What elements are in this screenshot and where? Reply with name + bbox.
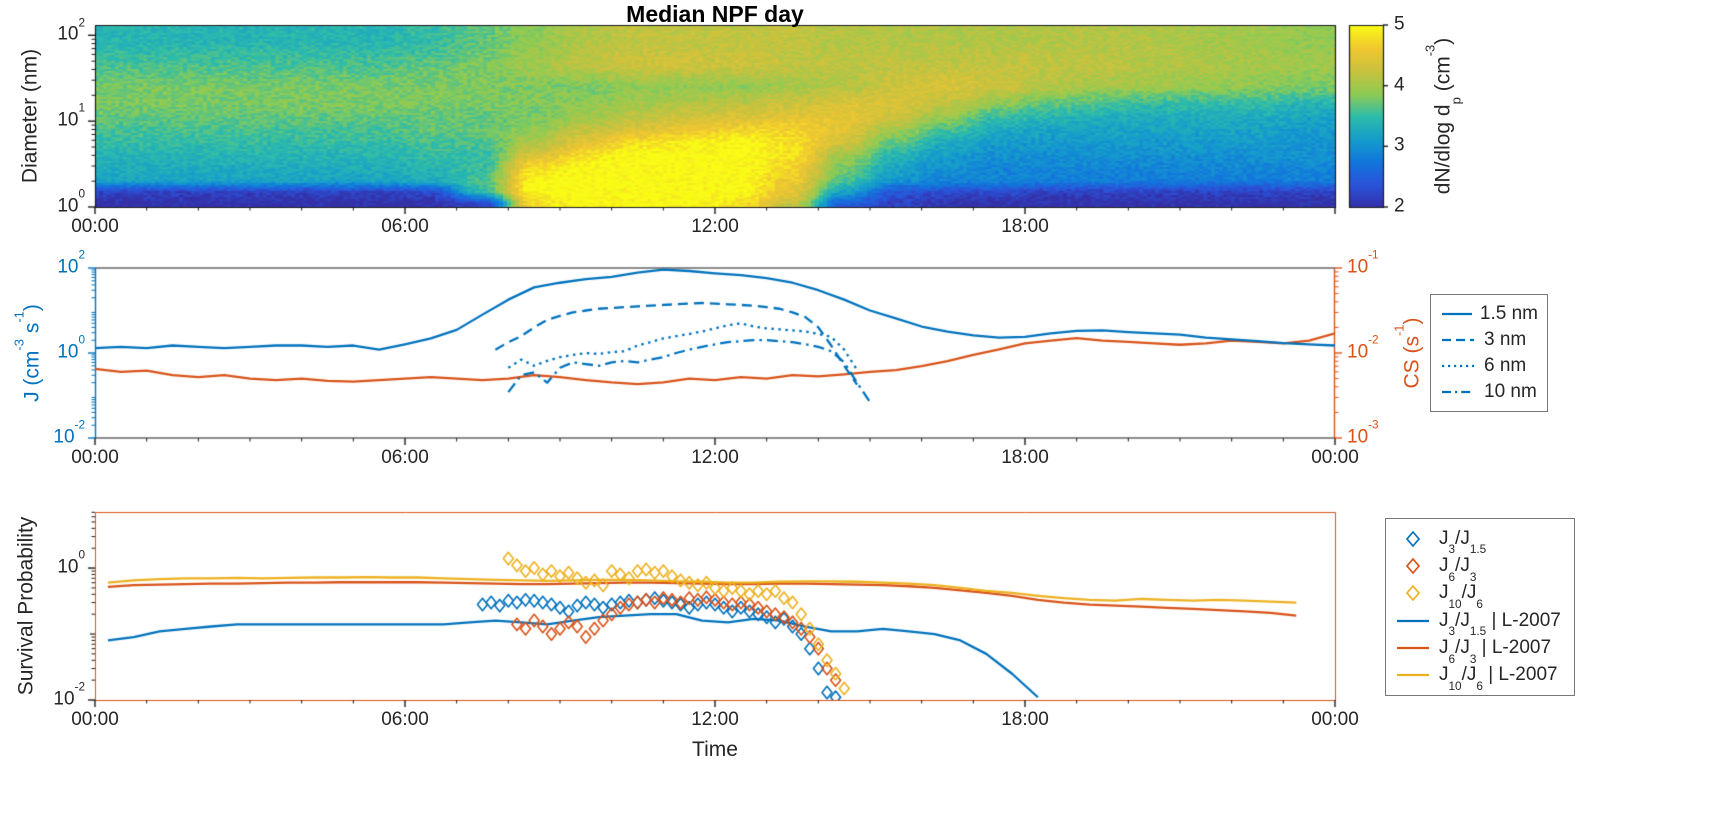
- legend-line-sample: [1397, 619, 1429, 622]
- legend-entry-label: 1.5 nm: [1479, 303, 1538, 324]
- legend-line-sample: [1397, 646, 1429, 650]
- legend-entry-label: J10/J6 | L-2007: [1439, 664, 1558, 694]
- legend-entry: J3/J1.5 | L-2007: [1395, 609, 1565, 639]
- bottom-legend: J3/J1.5 J6/J3 J10/J6 J3/J1.5 | L-2007 J6/J3 …: [1385, 518, 1575, 696]
- legend-entry-label: J3/J1.5: [1439, 527, 1487, 557]
- legend-entry-label: J3/J1.5 | L-2007: [1439, 609, 1561, 639]
- legend-entry: J6/J3 | L-2007: [1395, 636, 1565, 666]
- legend-line-sample: [1442, 364, 1474, 368]
- legend-entry: J6/J3: [1395, 554, 1565, 584]
- legend-line-sample: [1442, 390, 1474, 394]
- legend-entry: 6 nm: [1440, 355, 1538, 377]
- legend-entry: 3 nm: [1440, 329, 1538, 351]
- legend-line-sample: [1397, 674, 1429, 677]
- legend-entry: J10/J6 | L-2007: [1395, 664, 1565, 694]
- legend-entry-label: J10/J6: [1439, 582, 1483, 612]
- legend-line-sample: [1442, 338, 1474, 342]
- legend-entry-label: J6/J3 | L-2007: [1439, 636, 1552, 666]
- legend-diamond-sample: [1405, 530, 1421, 547]
- middle-legend: 1.5 nm 3 nm 6 nm 10 nm: [1430, 294, 1548, 412]
- legend-diamond-sample: [1405, 585, 1421, 602]
- figure-title: Median NPF day: [626, 1, 804, 27]
- legend-entry: J3/J1.5: [1395, 527, 1565, 557]
- legend-diamond-sample: [1405, 557, 1421, 575]
- legend-line-sample: [1442, 312, 1472, 316]
- legend-entry-label: 6 nm: [1484, 355, 1527, 376]
- legend-entry: 10 nm: [1440, 381, 1538, 403]
- legend-entry-label: J6/J3: [1439, 554, 1477, 584]
- legend-entry-label: 10 nm: [1484, 381, 1537, 402]
- legend-entry: 1.5 nm: [1440, 303, 1538, 325]
- legend-entry: J10/J6: [1395, 582, 1565, 612]
- legend-entry-label: 3 nm: [1484, 329, 1527, 350]
